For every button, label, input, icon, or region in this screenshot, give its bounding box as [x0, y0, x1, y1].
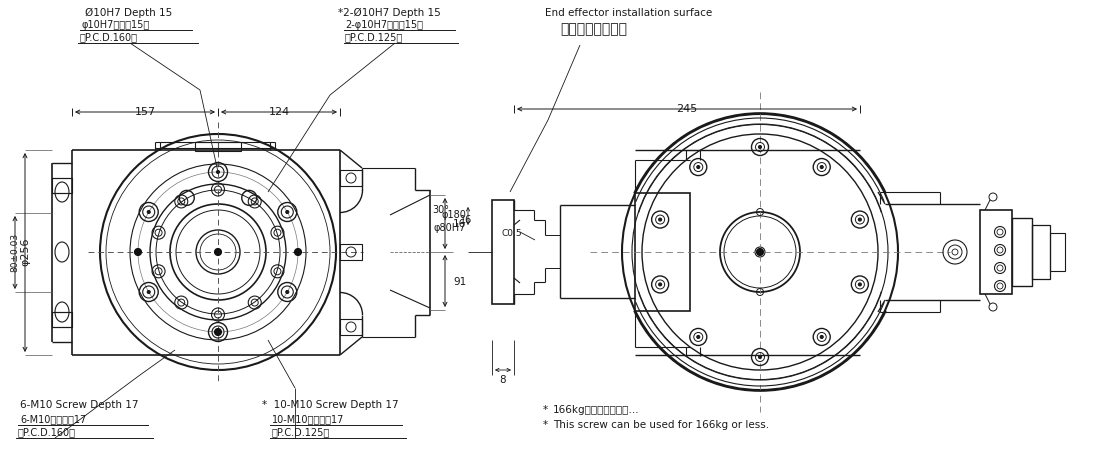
Text: *2-Ø10H7 Depth 15: *2-Ø10H7 Depth 15	[338, 8, 441, 18]
Circle shape	[821, 336, 823, 338]
Text: *: *	[543, 420, 548, 430]
Text: 30°: 30°	[432, 205, 449, 215]
Text: 6-M10贓纹进深17: 6-M10贓纹进深17	[20, 414, 86, 424]
Circle shape	[147, 210, 150, 214]
Circle shape	[214, 328, 222, 336]
Text: Ø10H7 Depth 15: Ø10H7 Depth 15	[85, 8, 172, 18]
Text: （P.C.D.125）: （P.C.D.125）	[345, 32, 404, 42]
Text: 80±0.03: 80±0.03	[11, 232, 20, 272]
Bar	[1032, 225, 1050, 279]
Circle shape	[658, 283, 662, 286]
Circle shape	[858, 218, 861, 221]
Bar	[979, 210, 1011, 294]
Text: 2-φ10H7（深度15）: 2-φ10H7（深度15）	[345, 20, 422, 30]
Bar	[492, 200, 514, 304]
Bar	[52, 312, 72, 327]
Bar	[340, 319, 362, 335]
Text: φ80H7: φ80H7	[433, 223, 465, 233]
Circle shape	[757, 248, 763, 256]
Circle shape	[821, 166, 823, 169]
Circle shape	[286, 210, 289, 214]
Text: End effector installation surface: End effector installation surface	[545, 8, 713, 18]
Circle shape	[858, 283, 861, 286]
Circle shape	[286, 290, 289, 294]
Text: φ256: φ256	[20, 238, 30, 266]
Bar	[52, 178, 72, 193]
Circle shape	[295, 248, 301, 256]
Text: （P.C.D.125）: （P.C.D.125）	[272, 427, 330, 437]
Bar	[1011, 218, 1032, 286]
Text: 157: 157	[135, 107, 156, 117]
Text: 6-M10 Screw Depth 17: 6-M10 Screw Depth 17	[20, 400, 139, 410]
Circle shape	[697, 336, 699, 338]
Text: 91: 91	[453, 277, 467, 287]
Circle shape	[759, 356, 761, 358]
Text: 124: 124	[268, 107, 290, 117]
Circle shape	[697, 166, 699, 169]
Circle shape	[759, 146, 761, 149]
Text: 10-M10贓纹进深17: 10-M10贓纹进深17	[272, 414, 344, 424]
Text: 终端生效器安装面: 终端生效器安装面	[560, 22, 627, 36]
Bar	[1050, 233, 1065, 271]
Text: 245: 245	[676, 104, 697, 114]
Text: 8: 8	[500, 375, 506, 385]
Bar	[340, 244, 362, 260]
Circle shape	[658, 218, 662, 221]
Circle shape	[216, 170, 219, 173]
Text: （P.C.D.160）: （P.C.D.160）	[81, 32, 138, 42]
Circle shape	[135, 248, 141, 256]
Text: φ180: φ180	[441, 210, 465, 220]
Text: （P.C.D.160）: （P.C.D.160）	[18, 427, 76, 437]
Text: C0.5: C0.5	[502, 229, 523, 238]
Text: 166kg以下时可以使用…: 166kg以下时可以使用…	[553, 405, 640, 415]
Text: This screw can be used for 166kg or less.: This screw can be used for 166kg or less…	[553, 420, 769, 430]
Bar	[195, 142, 240, 151]
Text: 16: 16	[460, 215, 472, 225]
Circle shape	[216, 330, 219, 334]
Bar	[340, 170, 362, 186]
Circle shape	[214, 248, 222, 256]
Bar	[635, 193, 690, 311]
Text: *: *	[543, 405, 548, 415]
Text: φ10H7（深度15）: φ10H7（深度15）	[82, 20, 150, 30]
Text: 16: 16	[453, 219, 467, 229]
Text: *  10-M10 Screw Depth 17: * 10-M10 Screw Depth 17	[263, 400, 398, 410]
Circle shape	[147, 290, 150, 294]
